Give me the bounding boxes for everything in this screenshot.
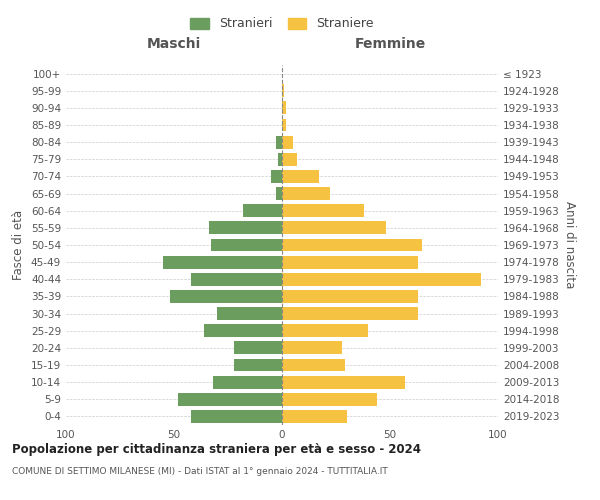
Bar <box>282 324 368 337</box>
Bar <box>275 136 282 148</box>
Text: Femmine: Femmine <box>355 36 425 51</box>
Bar <box>275 187 282 200</box>
Bar <box>282 238 422 252</box>
Bar <box>271 170 282 183</box>
Bar <box>217 307 282 320</box>
Bar <box>282 376 405 388</box>
Bar <box>209 222 282 234</box>
Bar <box>282 84 284 97</box>
Bar <box>282 358 344 372</box>
Bar <box>204 324 282 337</box>
Bar <box>282 204 364 217</box>
Bar <box>243 204 282 217</box>
Bar <box>282 256 418 268</box>
Bar <box>282 222 386 234</box>
Y-axis label: Anni di nascita: Anni di nascita <box>563 202 576 288</box>
Bar <box>282 290 418 303</box>
Bar <box>282 342 343 354</box>
Bar <box>282 187 329 200</box>
Bar <box>235 358 282 372</box>
Text: Maschi: Maschi <box>147 36 201 51</box>
Bar <box>282 170 319 183</box>
Bar <box>213 376 282 388</box>
Bar <box>282 102 286 114</box>
Text: COMUNE DI SETTIMO MILANESE (MI) - Dati ISTAT al 1° gennaio 2024 - TUTTITALIA.IT: COMUNE DI SETTIMO MILANESE (MI) - Dati I… <box>12 468 388 476</box>
Bar <box>211 238 282 252</box>
Y-axis label: Fasce di età: Fasce di età <box>13 210 25 280</box>
Bar <box>235 342 282 354</box>
Bar <box>170 290 282 303</box>
Bar <box>278 153 282 166</box>
Legend: Stranieri, Straniere: Stranieri, Straniere <box>187 14 377 34</box>
Bar <box>282 118 286 132</box>
Bar <box>282 410 347 423</box>
Bar <box>282 153 297 166</box>
Text: Popolazione per cittadinanza straniera per età e sesso - 2024: Popolazione per cittadinanza straniera p… <box>12 442 421 456</box>
Bar <box>178 393 282 406</box>
Bar <box>191 410 282 423</box>
Bar <box>282 136 293 148</box>
Bar <box>163 256 282 268</box>
Bar <box>191 273 282 285</box>
Bar <box>282 307 418 320</box>
Bar <box>282 393 377 406</box>
Bar <box>282 273 481 285</box>
